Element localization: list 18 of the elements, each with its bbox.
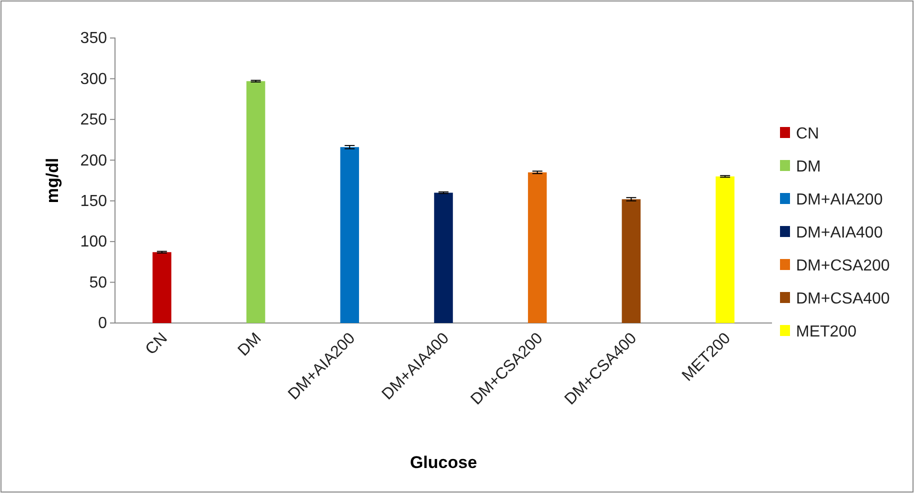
y-tick-label: 50 [89,274,108,292]
y-tick-label: 350 [80,30,108,48]
legend-label: DM+AIA200 [796,192,883,209]
legend-label: DM+CSA200 [796,258,890,275]
x-tick-label: CN [142,330,171,358]
y-tick-label: 100 [80,234,108,251]
y-tick-label: 250 [80,112,108,129]
y-axis-title: mg/dl [43,158,62,204]
y-tick-label: 0 [98,315,108,332]
y-tick-label: 200 [80,152,108,170]
y-tick-label: 150 [80,192,108,210]
x-tick-label: DM [235,330,265,360]
legend-label: DM [796,158,821,176]
legend-label: DM+CSA400 [796,290,890,308]
x-axis-title: Glucose [410,453,478,472]
y-tick-label: 300 [80,70,108,88]
legend-label: DM+AIA400 [796,224,883,242]
legend-label: CN [796,126,820,143]
